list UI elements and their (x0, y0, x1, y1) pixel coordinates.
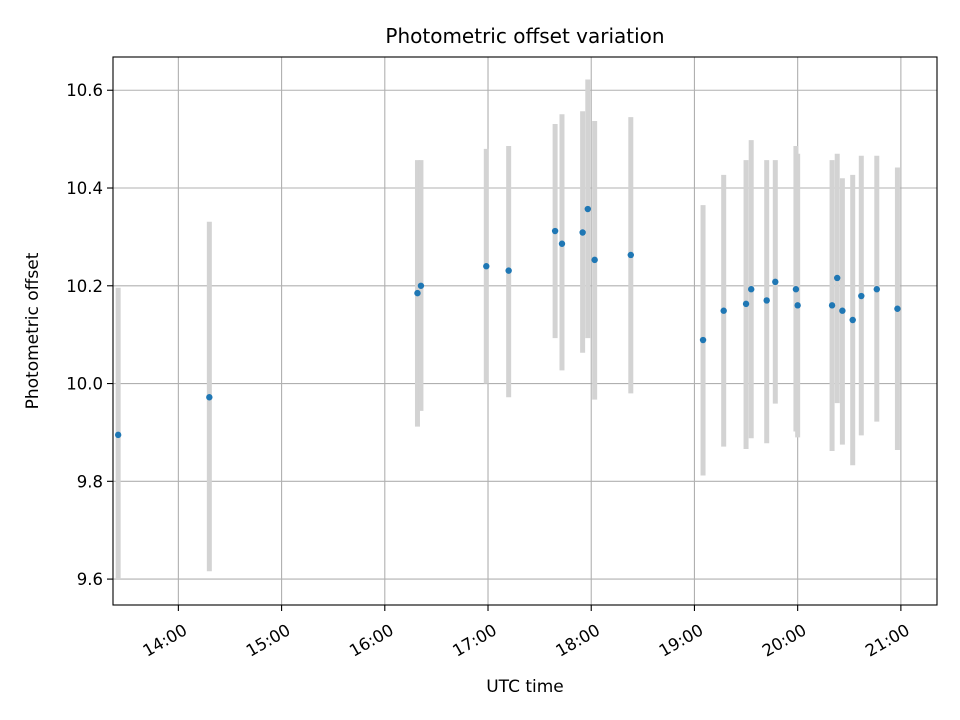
data-point (839, 307, 846, 314)
y-tick-label: 9.6 (77, 570, 103, 589)
data-point (579, 229, 586, 236)
x-tick-label: 21:00 (862, 620, 913, 660)
y-axis-label: Photometric offset (23, 252, 43, 409)
data-points (114, 205, 901, 439)
y-tick-label: 10.6 (66, 81, 103, 100)
data-point (828, 302, 836, 309)
data-point (627, 251, 634, 259)
data-point (742, 300, 750, 308)
y-tick-label: 10.2 (66, 277, 103, 296)
data-point (849, 316, 856, 324)
y-tick-label: 10.4 (66, 179, 103, 198)
data-point (558, 240, 566, 247)
data-point (699, 336, 707, 344)
data-point (114, 431, 122, 439)
axis-ticks: 14:00 15:00 16:00 17:00 18:00 19:00 20:00 21:00… (66, 81, 913, 660)
data-point (591, 256, 598, 264)
chart-title: Photometric offset variation (385, 24, 664, 48)
error-bars (115, 79, 900, 580)
x-tick-label: 19:00 (656, 620, 707, 660)
x-tick-label: 14:00 (140, 620, 191, 660)
x-tick-label: 16:00 (346, 620, 397, 660)
data-point (551, 227, 559, 235)
x-tick-label: 20:00 (759, 620, 810, 660)
data-point (720, 307, 727, 314)
y-tick-label: 9.8 (77, 472, 103, 491)
data-point (417, 282, 425, 289)
data-point (792, 286, 800, 293)
grid (113, 57, 937, 605)
data-point (748, 286, 755, 293)
data-point (772, 278, 779, 286)
data-point (873, 286, 880, 293)
plot-frame (112, 56, 938, 606)
x-tick-label: 15:00 (243, 620, 294, 660)
data-point (483, 263, 490, 270)
data-point (763, 297, 770, 304)
data-point (894, 305, 901, 312)
x-tick-label: 17:00 (449, 620, 500, 660)
x-tick-label: 18:00 (553, 620, 604, 660)
data-point (505, 267, 512, 274)
data-point (858, 292, 865, 300)
data-point (206, 394, 213, 401)
data-point (584, 205, 591, 213)
y-tick-label: 10.0 (66, 375, 103, 394)
data-point (794, 302, 801, 309)
data-point (834, 274, 841, 282)
x-axis-label: UTC time (486, 677, 564, 697)
data-point (414, 289, 421, 297)
